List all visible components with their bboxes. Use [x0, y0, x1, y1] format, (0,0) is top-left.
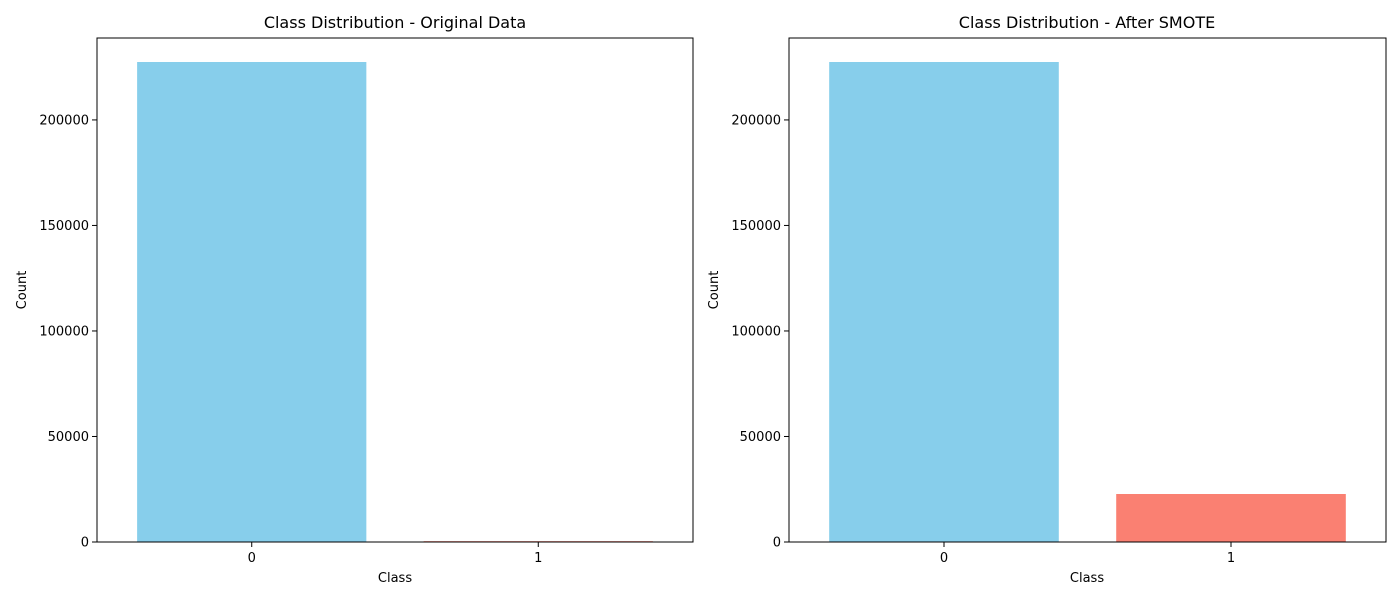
plot-frame [788, 37, 1387, 543]
y-axis-label: Count [707, 271, 722, 310]
bars [137, 61, 653, 543]
y-tick-label: 100000 [39, 324, 89, 339]
y-tick-label: 50000 [740, 430, 781, 445]
y-tick-label: 0 [81, 536, 89, 551]
x-axis-label: Class [1070, 571, 1104, 586]
x-tick-label: 1 [1227, 551, 1235, 566]
y-tick-label: 50000 [48, 430, 89, 445]
bar-class-0 [829, 61, 1059, 542]
bar-class-0 [137, 61, 367, 542]
bar-class-1 [1116, 494, 1346, 542]
x-tick-label: 0 [940, 551, 948, 566]
chart-title: Class Distribution - After SMOTE [959, 13, 1215, 32]
y-tick-label: 100000 [731, 324, 781, 339]
chart-original-data: Class Distribution - Original Data Class… [15, 13, 694, 586]
x-axis-label: Class [378, 571, 412, 586]
x-tick-label: 0 [248, 551, 256, 566]
ticks: 0 50000 100000 150000 200000 0 1 [731, 113, 1235, 566]
y-tick-label: 150000 [731, 219, 781, 234]
y-tick-label: 200000 [731, 113, 781, 128]
chart-title: Class Distribution - Original Data [264, 13, 526, 32]
ticks: 0 50000 100000 150000 200000 0 1 [39, 113, 542, 566]
y-tick-label: 0 [773, 536, 781, 551]
y-axis-label: Count [15, 271, 30, 310]
bars [829, 61, 1346, 542]
y-tick-label: 150000 [39, 219, 89, 234]
x-tick-label: 1 [534, 551, 542, 566]
chart-after-smote: Class Distribution - After SMOTE Class C… [707, 13, 1387, 586]
plot-frame [96, 37, 694, 543]
y-tick-label: 200000 [39, 113, 89, 128]
